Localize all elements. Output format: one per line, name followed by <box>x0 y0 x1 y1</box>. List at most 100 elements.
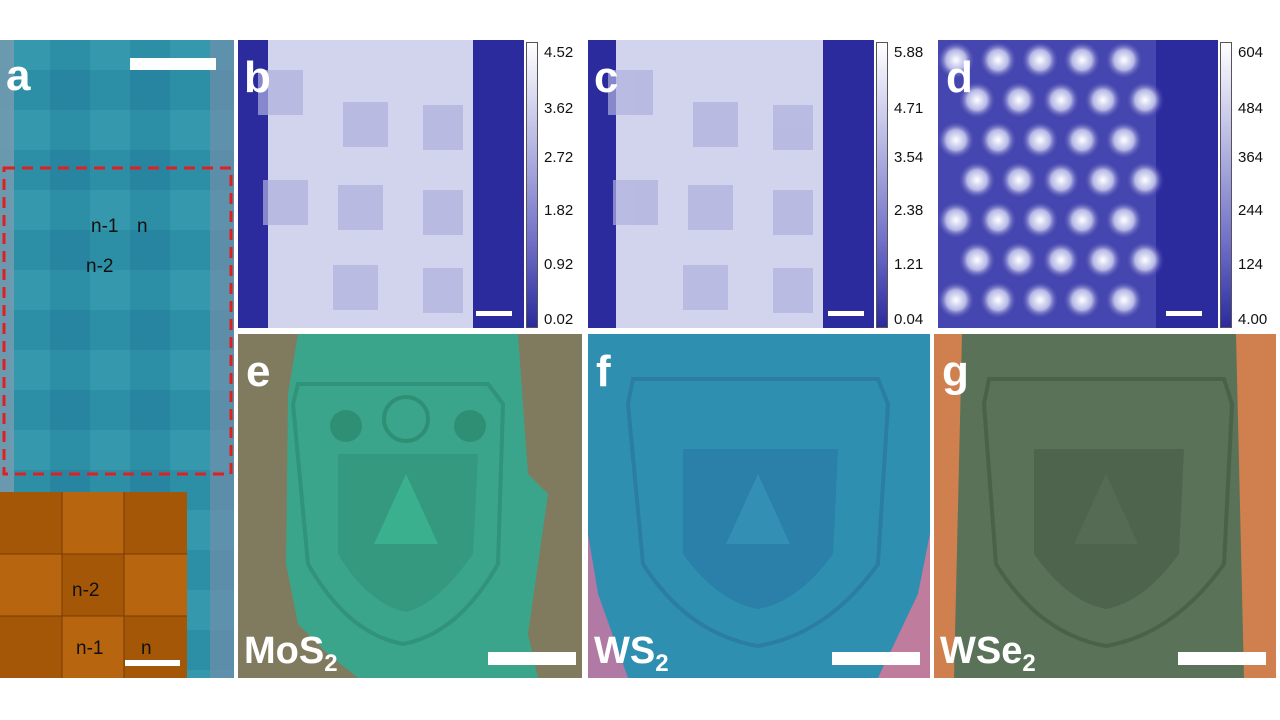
panel-b-tick-1: 4.52 <box>544 44 574 61</box>
inset-label-n-1: n-1 <box>76 638 104 659</box>
panel-g-material-main: WSe <box>940 630 1023 672</box>
panel-d-scale-bar <box>1166 311 1202 316</box>
panel-a-afm-inset: n-2 n-1 n <box>0 492 187 678</box>
lattice-spot <box>978 120 1018 160</box>
panel-c-map <box>588 40 874 328</box>
panel-d: d <box>938 40 1218 328</box>
panel-c-tick-3: 3.54 <box>894 149 924 166</box>
panel-c-scale-bar <box>828 311 864 316</box>
panel-b-map <box>238 40 524 328</box>
panel-g: g WSe2 <box>934 334 1276 678</box>
panel-c-label: c <box>594 53 619 102</box>
panel-g-material-sub: 2 <box>1022 650 1036 677</box>
lattice-spot <box>1062 280 1102 320</box>
panel-f-material-label: WS2 <box>594 632 669 676</box>
panel-d-tick-4: 244 <box>1238 202 1264 219</box>
lattice-spot <box>1104 120 1144 160</box>
lattice-spot <box>1062 40 1102 80</box>
panel-g-label: g <box>942 347 969 396</box>
panel-b-tick-2: 3.62 <box>544 100 574 117</box>
panel-d-tick-6: 4.00 <box>1238 311 1268 328</box>
lattice-spot <box>999 80 1039 120</box>
lattice-spot <box>1104 280 1144 320</box>
panel-e-material-sub: 2 <box>324 650 338 677</box>
panel-b-tick-3: 2.72 <box>544 149 574 166</box>
panel-e-optical-image <box>238 334 582 678</box>
panel-f-material-sub: 2 <box>655 650 669 677</box>
panel-f: f WS2 <box>588 334 930 678</box>
lattice-spot <box>957 160 997 200</box>
lattice-spot <box>1125 240 1165 280</box>
panel-c-tick-6: 0.04 <box>894 311 924 328</box>
lattice-spot <box>1020 280 1060 320</box>
panel-g-optical-image <box>934 334 1276 678</box>
panel-e-scale-bar <box>488 652 576 665</box>
lattice-spot <box>938 280 976 320</box>
panel-d-tick-5: 124 <box>1238 256 1264 273</box>
panel-g-scale-bar <box>1178 652 1266 665</box>
panel-c-tick-4: 2.38 <box>894 202 924 219</box>
panel-b: b <box>238 40 524 328</box>
panel-f-material-main: WS <box>594 630 656 672</box>
panel-e: e MoS2 <box>238 334 582 678</box>
region-label-n-2: n-2 <box>86 256 114 277</box>
panel-c-tick-5: 1.21 <box>894 256 924 273</box>
panel-b-scale-bar <box>476 311 512 316</box>
panel-d-tick-1: 604 <box>1238 44 1264 61</box>
dashed-region-box <box>2 166 233 476</box>
panel-d-label: d <box>946 53 973 102</box>
panel-d-map <box>938 40 1218 328</box>
lattice-spot <box>957 240 997 280</box>
panel-a-scale-bar <box>130 58 216 70</box>
lattice-spot <box>999 160 1039 200</box>
panel-d-tick-3: 364 <box>1238 149 1264 166</box>
inset-scale-bar <box>125 660 180 666</box>
lattice-spot <box>1041 240 1081 280</box>
inset-label-n-2: n-2 <box>72 580 100 601</box>
panel-b-label: b <box>244 53 271 102</box>
region-label-n-1: n-1 <box>91 216 119 237</box>
panel-e-material-label: MoS2 <box>244 632 338 676</box>
lattice-spot <box>978 200 1018 240</box>
lattice-spot <box>938 120 976 160</box>
lattice-spot <box>1041 80 1081 120</box>
panel-f-optical-image <box>588 334 930 678</box>
lattice-spot <box>1020 200 1060 240</box>
panel-c-tick-2: 4.71 <box>894 100 924 117</box>
panel-b-colorbar <box>526 42 538 328</box>
lattice-spot <box>999 240 1039 280</box>
lattice-spot <box>1104 200 1144 240</box>
panel-c: c <box>588 40 874 328</box>
inset-label-n: n <box>141 638 152 659</box>
region-label-n: n <box>137 216 148 237</box>
lattice-spot <box>957 80 997 120</box>
lattice-spot <box>938 200 976 240</box>
lattice-spot <box>978 40 1018 80</box>
panel-c-colorbar <box>876 42 888 328</box>
panel-g-material-label: WSe2 <box>940 632 1036 676</box>
lattice-spot <box>1020 120 1060 160</box>
lattice-spot <box>1083 240 1123 280</box>
panel-b-tick-5: 0.92 <box>544 256 574 273</box>
panel-f-label: f <box>596 347 611 396</box>
lattice-spot <box>1083 80 1123 120</box>
panel-f-scale-bar <box>832 652 920 665</box>
lattice-spot <box>1083 160 1123 200</box>
lattice-spot <box>978 280 1018 320</box>
lattice-spot <box>938 40 976 80</box>
panel-a-label: a <box>6 51 31 100</box>
lattice-spot <box>1062 200 1102 240</box>
panel-b-tick-6: 0.02 <box>544 311 574 328</box>
panel-e-label: e <box>246 347 271 396</box>
panel-d-tick-2: 484 <box>1238 100 1264 117</box>
panel-c-tick-1: 5.88 <box>894 44 924 61</box>
lattice-spot <box>1062 120 1102 160</box>
lattice-spot <box>1125 160 1165 200</box>
lattice-spot <box>1104 40 1144 80</box>
lattice-spot <box>1125 80 1165 120</box>
panel-a: a n-1 n n-2 n-2 n-1 n <box>0 40 234 678</box>
lattice-spot <box>1020 40 1060 80</box>
panel-b-tick-4: 1.82 <box>544 202 574 219</box>
lattice-spot <box>1041 160 1081 200</box>
panel-e-material-main: MoS <box>244 630 325 672</box>
